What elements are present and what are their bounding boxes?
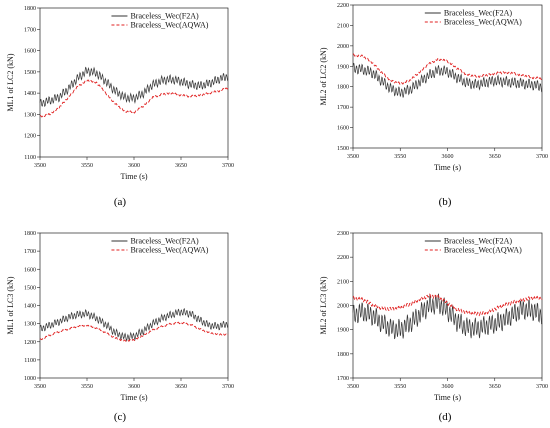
y-tick-label: 1800 [24, 6, 36, 12]
series-line-aqwa [39, 321, 229, 342]
plot-frame [39, 232, 229, 379]
chart-panel-3: 1000 1100 1200 1300 1400 1500 1600 1700 1800 3500… [6, 231, 234, 423]
x-tick-label: 3550 [81, 163, 93, 169]
y-tick-label: 1300 [24, 322, 36, 328]
y-tick-label: 2100 [337, 279, 349, 285]
chart-panel-2: 1500 1600 1700 1800 1900 2000 2100 2200 3500 3550… [319, 3, 548, 208]
x-axis-label: Time (s) [120, 172, 147, 181]
series-line-aqwa [39, 79, 229, 118]
y-tick-label: 1000 [24, 376, 36, 382]
y-tick-label: 2000 [337, 304, 349, 310]
series-line-aqwa [352, 53, 543, 85]
y-tick-label: 1600 [337, 126, 349, 132]
plot-frame [39, 7, 229, 158]
legend-label: Braceless_Wec(F2A) [444, 237, 513, 246]
y-tick-label: 2300 [337, 231, 349, 237]
x-axis-label: Time (s) [120, 393, 147, 402]
panel-label: (d) [439, 411, 452, 423]
legend-label: Braceless_Wec(AQWA) [130, 21, 208, 30]
series-line-aqwa [352, 293, 543, 317]
x-axis-label: Time (s) [434, 163, 461, 172]
x-tick-label: 3550 [81, 384, 93, 390]
chart-panel-4: 1700 1800 1900 2000 2100 2200 2300 3500 3550 3600… [319, 231, 548, 423]
y-tick-label: 1100 [24, 358, 36, 364]
x-tick-label: 3650 [175, 384, 187, 390]
x-tick-label: 3700 [222, 163, 234, 169]
y-tick-label: 1600 [24, 49, 36, 55]
y-tick-label: 1300 [24, 112, 36, 118]
panel-label: (b) [439, 196, 452, 208]
series-line-f2a [39, 307, 229, 342]
x-tick-label: 3550 [394, 154, 406, 160]
legend-label: Braceless_Wec(AQWA) [444, 246, 522, 255]
x-tick-label: 3700 [536, 384, 548, 390]
y-tick-label: 2000 [337, 44, 349, 50]
y-tick-label: 1200 [24, 134, 36, 140]
y-axis-label: ML2 of LC3 (kN) [319, 276, 328, 334]
y-axis-label: ML1 of LC2 (kN) [6, 53, 15, 111]
series-line-f2a [39, 66, 229, 108]
x-tick-label: 3650 [175, 163, 187, 169]
y-tick-label: 1800 [337, 85, 349, 91]
panel-label: (a) [114, 196, 127, 208]
x-tick-label: 3600 [442, 384, 454, 390]
y-axis-label: ML2 of LC2 (kN) [319, 47, 328, 105]
y-tick-label: 1400 [24, 304, 36, 310]
legend-label: Braceless_Wec(AQWA) [130, 246, 208, 255]
panel-label: (c) [114, 411, 127, 423]
y-tick-label: 1700 [24, 27, 36, 33]
y-axis-label: ML1 of LC3 (kN) [6, 276, 15, 334]
x-tick-label: 3550 [394, 384, 406, 390]
y-tick-label: 1500 [337, 146, 349, 152]
y-tick-label: 1800 [24, 231, 36, 237]
legend-label: Braceless_Wec(F2A) [130, 12, 199, 21]
y-tick-label: 1500 [24, 285, 36, 291]
y-tick-label: 2200 [337, 255, 349, 261]
y-tick-label: 1500 [24, 70, 36, 76]
series-line-f2a [352, 62, 543, 98]
y-tick-label: 1200 [24, 340, 36, 346]
legend-label: Braceless_Wec(F2A) [130, 237, 199, 246]
legend-label: Braceless_Wec(AQWA) [444, 18, 522, 27]
x-tick-label: 3500 [347, 154, 359, 160]
x-tick-label: 3500 [347, 384, 359, 390]
x-tick-label: 3500 [34, 384, 46, 390]
y-tick-label: 1600 [24, 267, 36, 273]
y-tick-label: 1700 [337, 376, 349, 382]
x-tick-label: 3600 [128, 163, 140, 169]
y-tick-label: 1400 [24, 91, 36, 97]
y-tick-label: 2200 [337, 3, 349, 9]
y-tick-label: 2100 [337, 23, 349, 29]
y-tick-label: 1900 [337, 328, 349, 334]
x-tick-label: 3600 [442, 154, 454, 160]
legend-label: Braceless_Wec(F2A) [444, 9, 513, 18]
x-axis-label: Time (s) [434, 393, 461, 402]
x-tick-label: 3600 [128, 384, 140, 390]
x-tick-label: 3700 [536, 154, 548, 160]
x-tick-label: 3650 [489, 384, 501, 390]
y-tick-label: 1100 [24, 155, 36, 161]
chart-panel-1: 1100 1200 1300 1400 1500 1600 1700 1800 3500 3550… [6, 6, 234, 208]
y-tick-label: 1800 [337, 352, 349, 358]
y-tick-label: 1700 [24, 249, 36, 255]
y-tick-label: 1900 [337, 64, 349, 70]
x-tick-label: 3650 [489, 154, 501, 160]
series-line-f2a [352, 293, 543, 340]
x-tick-label: 3500 [34, 163, 46, 169]
x-tick-label: 3700 [222, 384, 234, 390]
y-tick-label: 1700 [337, 105, 349, 111]
